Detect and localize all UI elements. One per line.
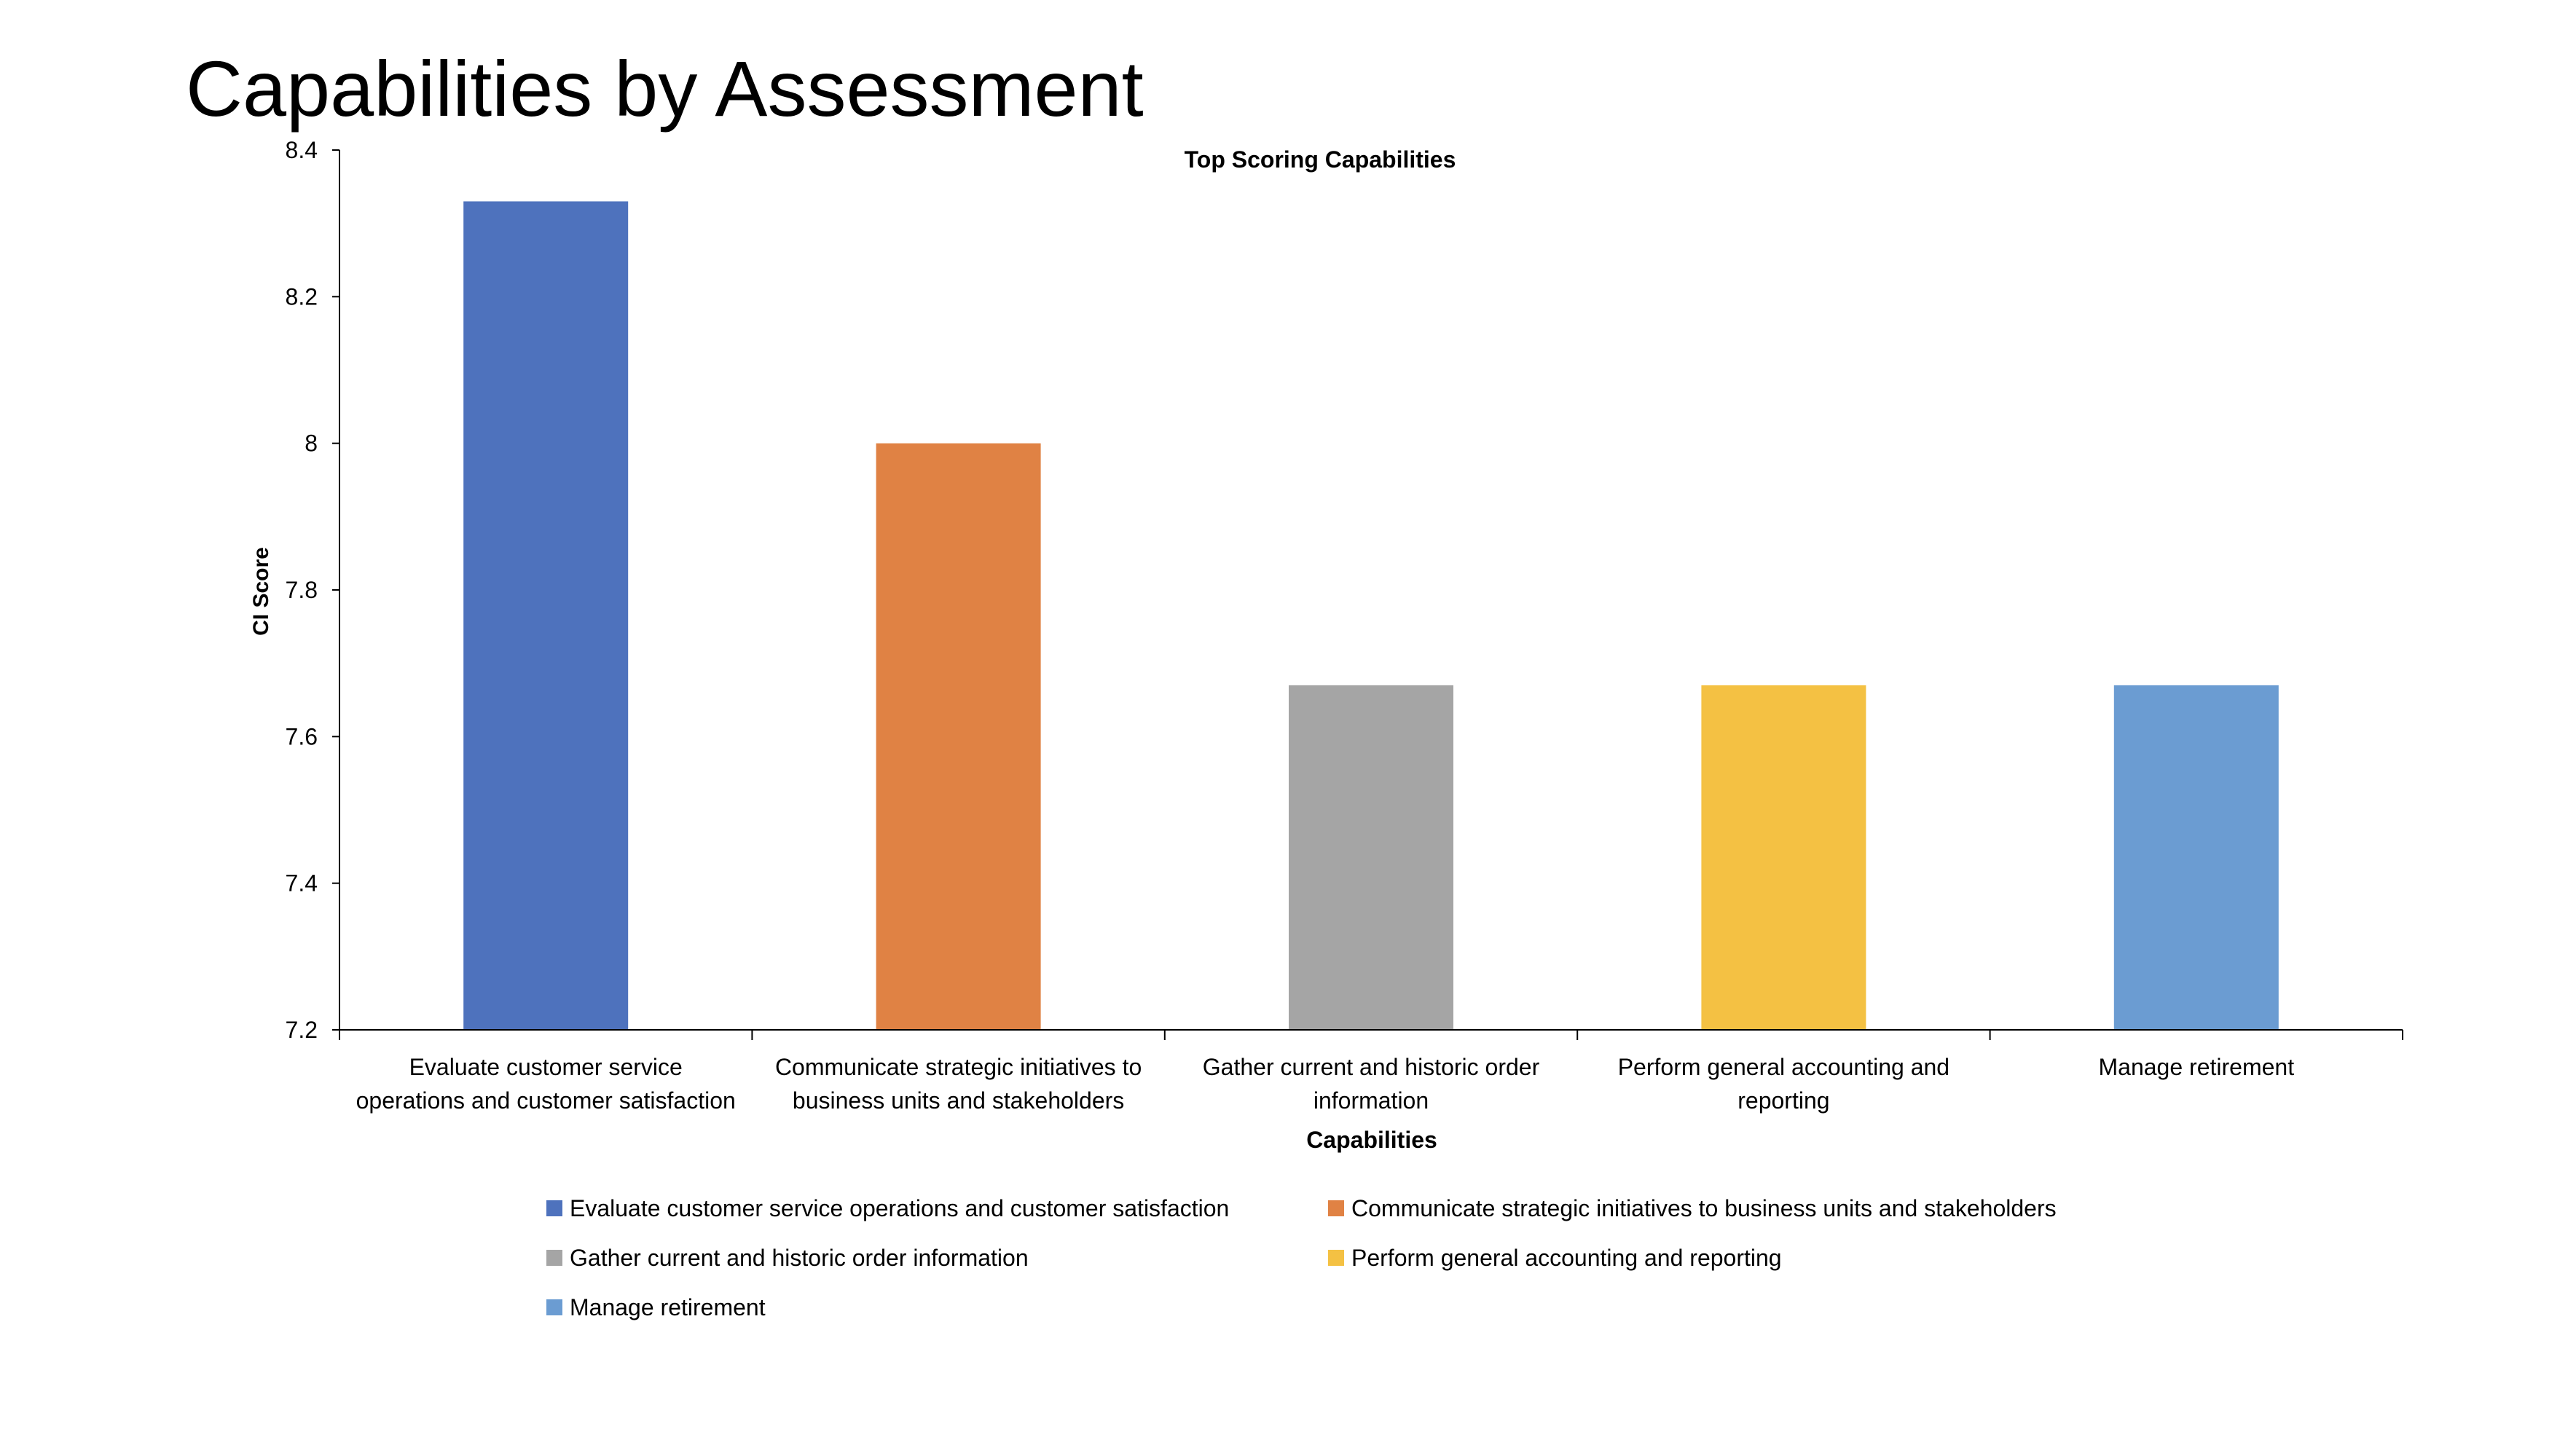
x-tick-label: Evaluate customer service operations and …	[356, 1054, 736, 1114]
legend-item: Manage retirement	[546, 1291, 1328, 1324]
chart-legend: Evaluate customer service operations and…	[546, 1192, 2149, 1324]
legend-label: Gather current and historic order inform…	[570, 1245, 1029, 1271]
x-tick-label: Perform general accounting and reporting	[1618, 1054, 1949, 1114]
y-tick-label: 8	[305, 430, 318, 457]
legend-swatch	[546, 1250, 562, 1266]
legend-item: Perform general accounting and reporting	[1328, 1241, 2129, 1275]
chart-title: Top Scoring Capabilities	[1185, 146, 1456, 173]
bar-4	[1701, 685, 1866, 1030]
y-tick-label: 7.6	[286, 723, 318, 749]
bar-3	[1289, 685, 1453, 1030]
x-tick-label: Communicate strategic initiatives to busi…	[775, 1054, 1142, 1114]
x-axis-title: Capabilities	[1306, 1127, 1437, 1153]
slide-title: Capabilities by Assessment	[186, 44, 1144, 133]
legend-item: Evaluate customer service operations and…	[546, 1192, 1328, 1225]
legend-swatch	[546, 1299, 562, 1315]
y-tick-label: 8.4	[286, 137, 318, 163]
y-tick-label: 7.4	[286, 870, 318, 897]
legend-swatch	[1328, 1200, 1344, 1216]
bars-layer	[463, 201, 2279, 1030]
legend-label: Manage retirement	[570, 1294, 766, 1320]
legend-label: Perform general accounting and reporting	[1351, 1245, 1782, 1271]
y-tick-label: 8.2	[286, 283, 318, 310]
x-tick-label: Manage retirement	[2099, 1054, 2295, 1080]
y-axis-title: CI Score	[249, 547, 273, 636]
legend-label: Evaluate customer service operations and…	[570, 1195, 1230, 1221]
bar-2	[876, 443, 1041, 1030]
legend-swatch	[546, 1200, 562, 1216]
bar-5	[2113, 685, 2279, 1030]
x-tick-label: Gather current and historic order informa…	[1203, 1054, 1540, 1114]
y-tick-label: 7.8	[286, 577, 318, 603]
y-tick-label: 7.2	[286, 1017, 318, 1043]
axes-layer: 7.2 7.4 7.6 7.8 8 8.2 8.4 Evaluate customer ser…	[286, 137, 2403, 1114]
bar-1	[463, 201, 629, 1030]
legend-item: Gather current and historic order inform…	[546, 1241, 1328, 1275]
legend-label: Communicate strategic initiatives to bus…	[1351, 1195, 2057, 1221]
legend-swatch	[1328, 1250, 1344, 1266]
legend-item: Communicate strategic initiatives to bus…	[1328, 1192, 2129, 1225]
